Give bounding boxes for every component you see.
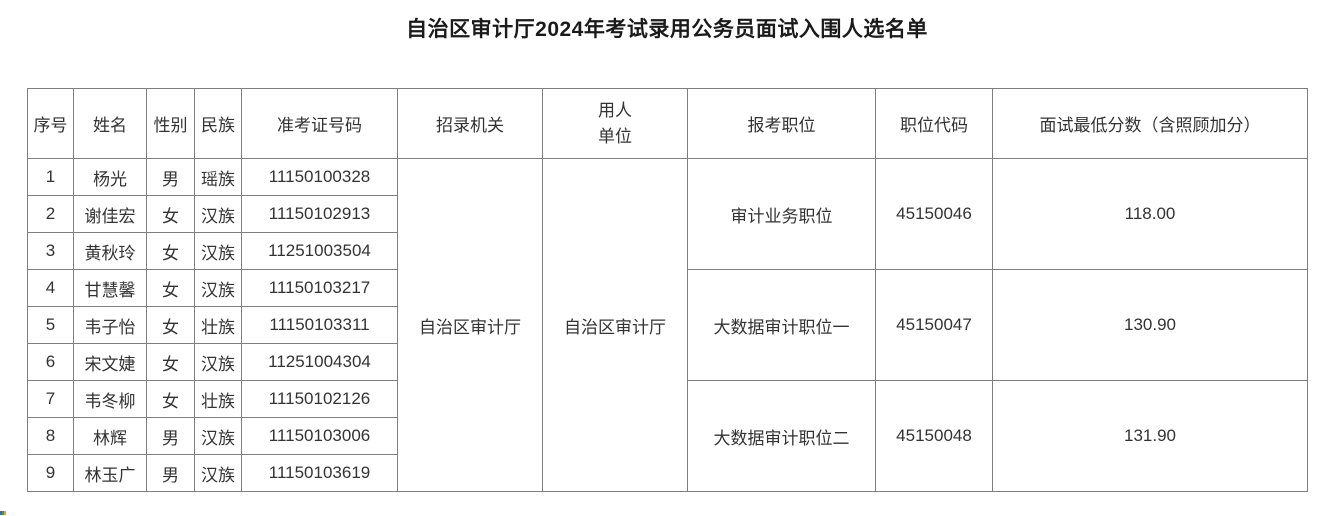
name-cell: 林玉广 xyxy=(73,454,147,492)
employer-cell: 自治区审计厅 xyxy=(542,158,688,492)
seq-cell: 5 xyxy=(27,306,74,344)
min-score-cell: 130.90 xyxy=(992,269,1308,381)
table-row: 9 林玉广 男 汉族 11150103619 xyxy=(27,454,1308,492)
seq-cell: 6 xyxy=(27,343,74,381)
ethnicity-cell: 汉族 xyxy=(194,343,242,381)
gender-cell: 男 xyxy=(146,417,195,455)
table-row: 5 韦子怡 女 壮族 11150103311 xyxy=(27,306,1308,344)
col-header-name: 姓名 xyxy=(73,88,147,159)
seq-cell: 7 xyxy=(27,380,74,418)
table-row: 2 谢佳宏 女 汉族 11150102913 xyxy=(27,195,1308,233)
exam-no-cell: 11150100328 xyxy=(241,158,398,196)
ethnicity-cell: 汉族 xyxy=(194,195,242,233)
gender-cell: 女 xyxy=(146,269,195,307)
exam-no-cell: 11150102126 xyxy=(241,380,398,418)
gender-cell: 女 xyxy=(146,380,195,418)
gender-cell: 男 xyxy=(146,454,195,492)
gender-cell: 女 xyxy=(146,343,195,381)
exam-no-cell: 11251004304 xyxy=(241,343,398,381)
exam-no-cell: 11150103619 xyxy=(241,454,398,492)
name-cell: 黄秋玲 xyxy=(73,232,147,270)
gender-cell: 女 xyxy=(146,306,195,344)
position-code-cell: 45150047 xyxy=(875,269,993,381)
col-header-position-code: 职位代码 xyxy=(875,88,993,159)
ethnicity-cell: 汉族 xyxy=(194,454,242,492)
name-cell: 韦子怡 xyxy=(73,306,147,344)
gender-cell: 女 xyxy=(146,195,195,233)
col-header-ethnicity: 民族 xyxy=(194,88,242,159)
exam-no-cell: 11150103217 xyxy=(241,269,398,307)
name-cell: 宋文婕 xyxy=(73,343,147,381)
name-cell: 甘慧馨 xyxy=(73,269,147,307)
min-score-cell: 131.90 xyxy=(992,380,1308,492)
col-header-min-score: 面试最低分数（含照顾加分） xyxy=(992,88,1308,159)
table-row: 6 宋文婕 女 汉族 11251004304 xyxy=(27,343,1308,381)
gender-cell: 女 xyxy=(146,232,195,270)
exam-no-cell: 11150103006 xyxy=(241,417,398,455)
col-header-gender: 性别 xyxy=(146,88,195,159)
exam-no-cell: 11251003504 xyxy=(241,232,398,270)
ethnicity-cell: 汉族 xyxy=(194,269,242,307)
ethnicity-cell: 汉族 xyxy=(194,232,242,270)
exam-no-cell: 11150102913 xyxy=(241,195,398,233)
name-cell: 谢佳宏 xyxy=(73,195,147,233)
name-cell: 林辉 xyxy=(73,417,147,455)
position-cell: 审计业务职位 xyxy=(687,158,876,270)
seq-cell: 1 xyxy=(27,158,74,196)
position-cell: 大数据审计职位一 xyxy=(687,269,876,381)
ethnicity-cell: 壮族 xyxy=(194,380,242,418)
ethnicity-cell: 壮族 xyxy=(194,306,242,344)
name-cell: 韦冬柳 xyxy=(73,380,147,418)
table-row: 3 黄秋玲 女 汉族 11251003504 xyxy=(27,232,1308,270)
seq-cell: 2 xyxy=(27,195,74,233)
col-header-recruit-agency: 招录机关 xyxy=(397,88,543,159)
position-code-cell: 45150046 xyxy=(875,158,993,270)
ethnicity-cell: 汉族 xyxy=(194,417,242,455)
seq-cell: 8 xyxy=(27,417,74,455)
table-row: 1 杨光 男 瑶族 11150100328 自治区审计厅 自治区审计厅 审计业务… xyxy=(27,158,1308,492)
col-header-position: 报考职位 xyxy=(687,88,876,159)
interview-roster-table: 序号 姓名 性别 民族 准考证号码 招录机关 用人 单位 报考职位 职位代码 面… xyxy=(27,88,1308,492)
col-header-index: 序号 xyxy=(27,88,74,159)
col-header-exam-no: 准考证号码 xyxy=(241,88,398,159)
col-header-employer: 用人 单位 xyxy=(542,88,688,159)
name-cell: 杨光 xyxy=(73,158,147,196)
header-row: 序号 姓名 性别 民族 准考证号码 招录机关 用人 单位 报考职位 职位代码 面… xyxy=(27,88,1308,159)
exam-no-cell: 11150103311 xyxy=(241,306,398,344)
seq-cell: 4 xyxy=(27,269,74,307)
gender-cell: 男 xyxy=(146,158,195,196)
seq-cell: 3 xyxy=(27,232,74,270)
table-row: 7 韦冬柳 女 壮族 11150102126 大数据审计职位二 45150048… xyxy=(27,380,1308,492)
position-code-cell: 45150048 xyxy=(875,380,993,492)
page-title: 自治区审计厅2024年考试录用公务员面试入围人选名单 xyxy=(406,18,928,41)
table-row: 4 甘慧馨 女 汉族 11150103217 大数据审计职位一 45150047… xyxy=(27,269,1308,381)
bottom-left-artifact xyxy=(0,511,6,515)
recruit-agency-cell: 自治区审计厅 xyxy=(397,158,543,492)
seq-cell: 9 xyxy=(27,454,74,492)
ethnicity-cell: 瑶族 xyxy=(194,158,242,196)
position-cell: 大数据审计职位二 xyxy=(687,380,876,492)
min-score-cell: 118.00 xyxy=(992,158,1308,270)
